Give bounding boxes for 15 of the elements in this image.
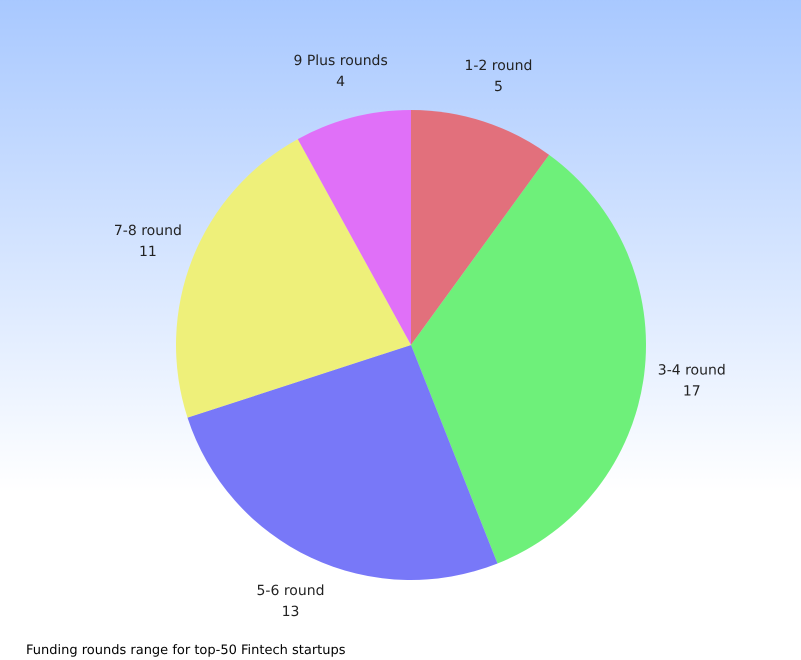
- pie-slice: [188, 345, 498, 580]
- pie-slice: [411, 154, 646, 564]
- data-label: 17: [682, 383, 701, 400]
- pie-slice: [298, 110, 411, 345]
- slice-label: 1-2 round: [464, 58, 532, 74]
- data-label: 11: [138, 244, 157, 260]
- slice-label: 3-4 round: [658, 362, 726, 378]
- slice-label: 9 Plus rounds: [293, 52, 388, 69]
- data-label: 5: [494, 78, 503, 95]
- text: Funding rounds range for top-50 Fintech startups: [26, 643, 346, 658]
- slice-label: 7-8 round: [114, 222, 182, 239]
- slice-label: 5-6 round: [256, 583, 324, 600]
- pie-slice: [411, 110, 550, 345]
- data-label: 13: [282, 604, 300, 620]
- data-label: 4: [336, 74, 346, 90]
